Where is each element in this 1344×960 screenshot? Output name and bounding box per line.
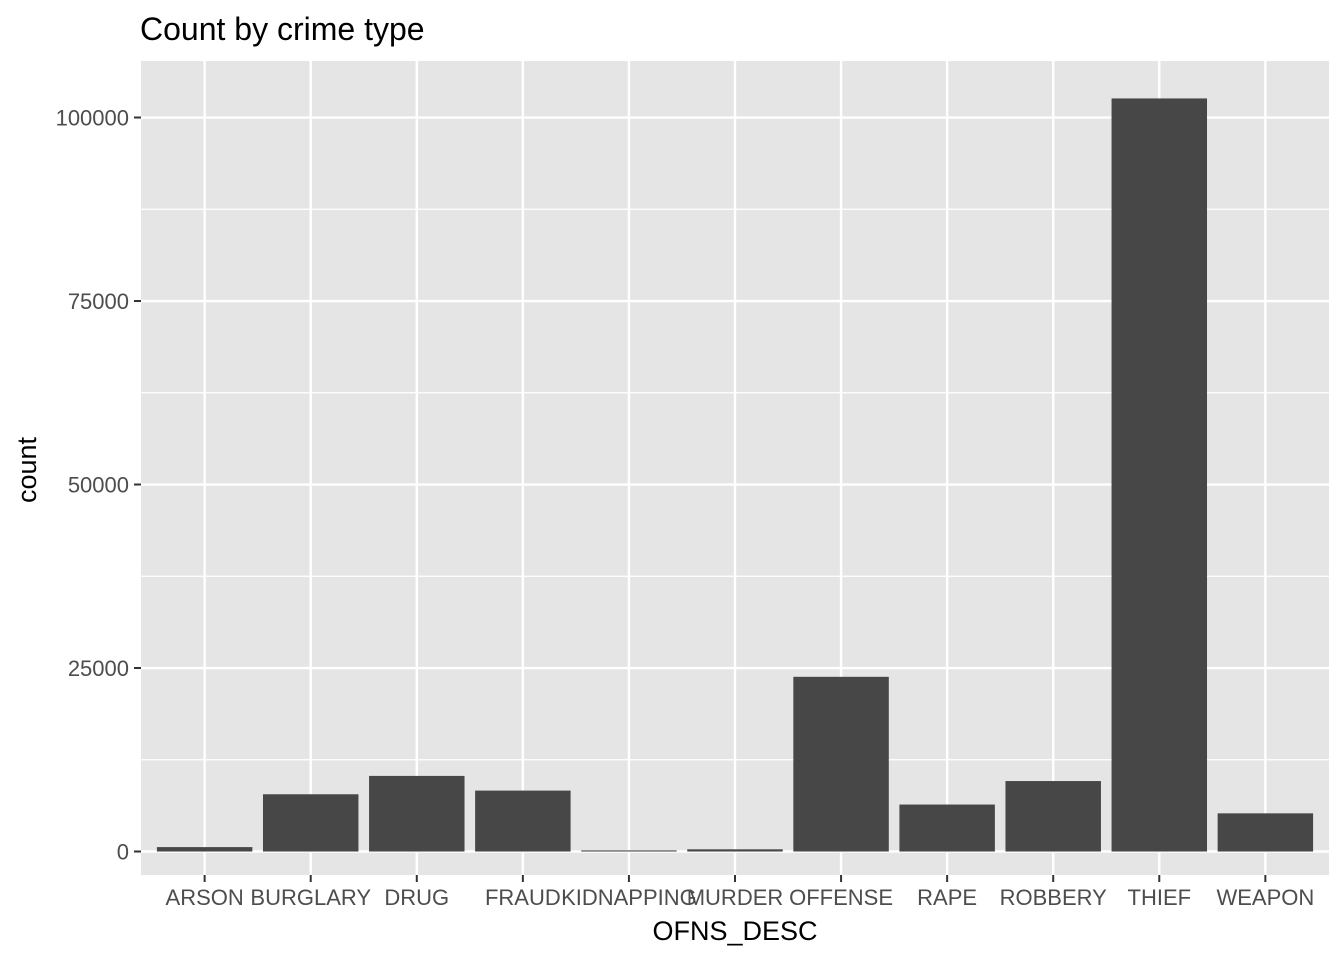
y-axis: 0 25000 50000 75000 100000 [56,106,141,865]
bar-robbery [1005,781,1101,852]
bar-rape [899,804,995,852]
x-tick-label-arson: ARSON [166,885,244,910]
bar-fraud [475,790,571,852]
x-tick-label-fraud: FRAUD [485,885,561,910]
x-tick-label-drug: DRUG [384,885,449,910]
bar-drug [369,775,465,852]
x-tick-label-burglary: BURGLARY [250,885,371,910]
x-tick-label-robbery: ROBBERY [1000,885,1108,910]
bar-burglary [262,794,359,852]
bar-thief [1111,98,1208,852]
x-tick-label-thief: THIEF [1128,885,1192,910]
y-tick-label: 0 [117,840,129,865]
bar-murder [687,849,783,852]
x-tick-label-weapon: WEAPON [1216,885,1314,910]
y-tick-label: 50000 [68,473,129,498]
x-axis-title: OFNS_DESC [652,916,817,946]
y-tick-label: 75000 [68,289,129,314]
bar-offense [793,676,889,852]
bar-weapon [1217,813,1314,852]
bars [156,98,1314,852]
x-tick-label-murder: MURDER [687,885,784,910]
bar-kidnapping [581,850,677,852]
chart-title: Count by crime type [140,11,425,47]
bar-arson [156,847,253,852]
y-tick-label: 100000 [56,106,129,131]
y-axis-title: count [12,436,42,503]
x-tick-label-offense: OFFENSE [789,885,893,910]
x-tick-label-rape: RAPE [917,885,977,910]
y-tick-label: 25000 [68,656,129,681]
x-tick-label-kidnapping: KIDNAPPING [561,885,697,910]
